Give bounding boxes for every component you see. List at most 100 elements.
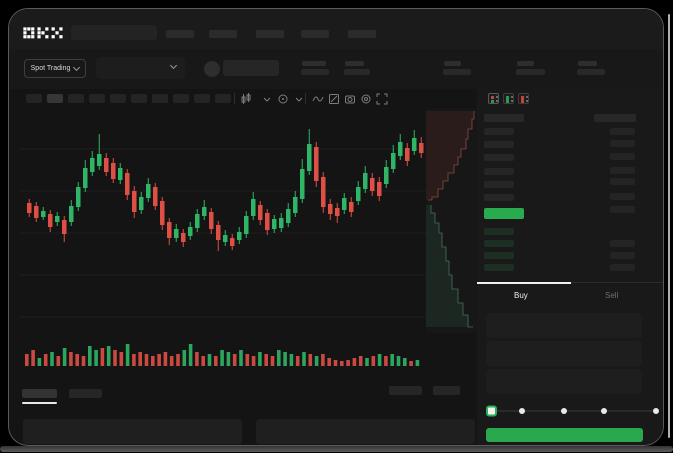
total-input[interactable]: [486, 369, 642, 394]
stat-label-placeholder: [345, 61, 364, 66]
slider-stop-dot[interactable]: [601, 408, 607, 414]
nav-item[interactable]: [209, 30, 237, 38]
timeframe-button[interactable]: [110, 94, 126, 103]
timeframe-button[interactable]: [47, 94, 63, 103]
ask-price-placeholder[interactable]: [484, 168, 514, 175]
active-tab-underline: [22, 402, 57, 404]
timeframe-button[interactable]: [131, 94, 147, 103]
book-asks-icon[interactable]: [518, 93, 529, 104]
place-order-button[interactable]: [486, 428, 643, 442]
pair-logo-avatar: [204, 61, 220, 77]
timeframe-button[interactable]: [194, 94, 210, 103]
nav-item[interactable]: [256, 30, 284, 38]
last-price-badge: [484, 208, 524, 219]
timeframe-button[interactable]: [152, 94, 168, 103]
search-input[interactable]: [71, 25, 157, 40]
ask-amount-placeholder: [610, 206, 635, 213]
app-window: Spot Trading Buy: [8, 8, 664, 446]
sell-tab-label: Sell: [605, 291, 619, 300]
stat-label-placeholder: [517, 61, 534, 66]
amount-input[interactable]: [486, 341, 642, 366]
ask-amount-placeholder: [610, 193, 635, 200]
settings-icon[interactable]: [360, 93, 372, 105]
line-tool-icon[interactable]: [312, 93, 324, 105]
camera-icon[interactable]: [344, 93, 356, 105]
market-selector-dropdown[interactable]: Spot Trading: [24, 59, 86, 78]
tab-divider: [571, 282, 663, 283]
timeframe-button[interactable]: [68, 94, 84, 103]
timeframe-button[interactable]: [173, 94, 189, 103]
pair-selector-dropdown[interactable]: [96, 57, 185, 79]
nav-item[interactable]: [348, 30, 376, 38]
stat-value-placeholder: [301, 69, 329, 75]
ask-price-placeholder[interactable]: [484, 154, 514, 161]
timeframe-button[interactable]: [26, 94, 42, 103]
compare-icon[interactable]: [328, 93, 340, 105]
bid-price-placeholder[interactable]: [484, 228, 514, 235]
slider-stop-dot[interactable]: [561, 408, 567, 414]
ask-price-placeholder[interactable]: [484, 194, 514, 201]
bid-amount-placeholder: [610, 264, 635, 271]
amount-slider[interactable]: [479, 403, 664, 421]
stat-value-placeholder: [516, 69, 545, 75]
price-input[interactable]: [486, 313, 642, 338]
interval-chevron-icon[interactable]: [261, 93, 273, 105]
ask-price-placeholder[interactable]: [484, 181, 514, 188]
bid-amount-placeholder: [610, 240, 635, 247]
stat-value-placeholder: [443, 69, 471, 75]
okx-logo: [23, 27, 63, 39]
indicator-icon[interactable]: [277, 93, 289, 105]
ask-price-placeholder[interactable]: [484, 128, 514, 135]
nav-item[interactable]: [301, 30, 329, 38]
orderbook-header-placeholder: [594, 114, 636, 122]
toolbar-divider: [305, 93, 306, 104]
market-selector-label: Spot Trading: [30, 65, 71, 72]
bid-price-placeholder[interactable]: [484, 264, 514, 271]
ask-amount-placeholder: [610, 128, 635, 135]
tab-sell[interactable]: Sell: [571, 284, 663, 308]
indicator-chevron-icon[interactable]: [293, 93, 305, 105]
nav-item[interactable]: [166, 30, 194, 38]
ticker-bar: Spot Trading: [9, 49, 663, 89]
device-edge-highlight: [668, 14, 670, 438]
timeframe-button[interactable]: [89, 94, 105, 103]
bid-amount-placeholder: [610, 252, 635, 259]
orders-tab[interactable]: [69, 389, 102, 398]
device-base: [0, 446, 673, 452]
fullscreen-icon[interactable]: [376, 93, 388, 105]
toolbar-divider: [234, 93, 235, 104]
orders-list-panel: [256, 419, 475, 444]
slider-handle[interactable]: [486, 405, 497, 417]
orderbook-header-placeholder: [484, 114, 524, 122]
buy-tab-indicator: [477, 282, 571, 284]
ask-amount-placeholder: [610, 153, 635, 160]
slider-stop-dot[interactable]: [653, 408, 659, 414]
slider-stop-dot[interactable]: [519, 408, 525, 414]
ask-amount-placeholder: [610, 140, 635, 147]
stat-label-placeholder: [578, 61, 597, 66]
ask-amount-placeholder: [610, 178, 635, 185]
timeframe-button[interactable]: [215, 94, 231, 103]
buy-tab-label: Buy: [514, 291, 528, 300]
tab-buy[interactable]: Buy: [477, 284, 571, 308]
chart-type-icon[interactable]: [240, 93, 252, 105]
orders-filter-button[interactable]: [389, 386, 422, 395]
top-navbar: [9, 9, 663, 49]
stat-value-placeholder: [344, 69, 370, 75]
stat-value-placeholder: [577, 69, 605, 75]
bid-price-placeholder[interactable]: [484, 240, 514, 247]
ask-price-placeholder[interactable]: [484, 141, 514, 148]
bid-price-placeholder[interactable]: [484, 252, 514, 259]
book-bids-icon[interactable]: [503, 93, 514, 104]
stat-label-placeholder: [444, 61, 461, 66]
orders-list-panel: [23, 419, 242, 444]
book-both-icon[interactable]: [488, 93, 499, 104]
candles-layer: [27, 129, 424, 251]
depth-overlay: [426, 109, 478, 333]
stat-label-placeholder: [302, 61, 326, 66]
orders-filter-button[interactable]: [433, 386, 460, 395]
candlestick-chart[interactable]: [9, 9, 664, 446]
orders-tab-active[interactable]: [22, 389, 57, 398]
pair-name-placeholder: [223, 60, 279, 76]
